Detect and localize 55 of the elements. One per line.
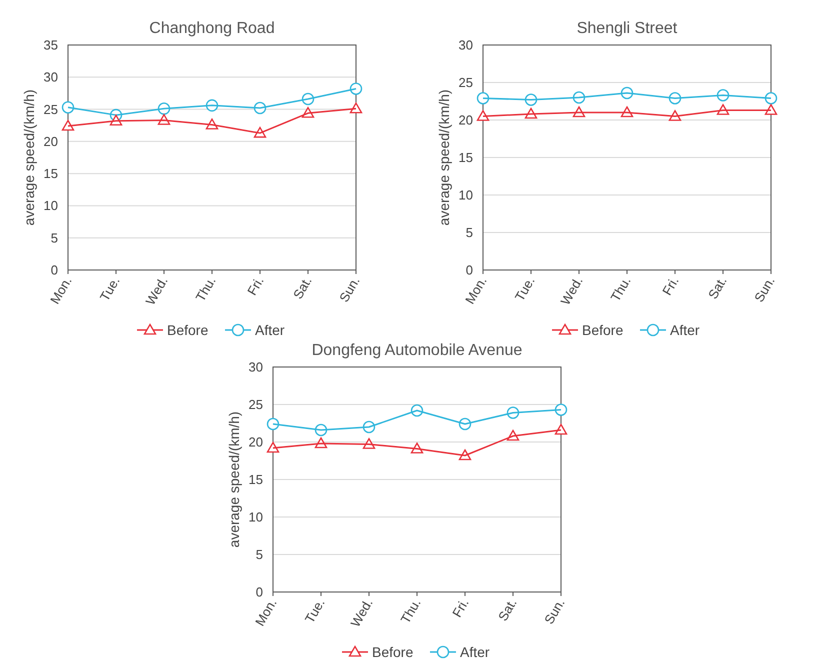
y-axis-title: average speed/(km/h) <box>21 89 37 226</box>
y-tick-label: 25 <box>44 102 58 117</box>
x-tick-label: Tue. <box>302 596 328 626</box>
y-tick-label: 0 <box>50 262 58 278</box>
chart-title: Changhong Road <box>149 20 275 37</box>
x-tick-label: Sun. <box>541 596 568 627</box>
x-tick-label: Tue. <box>96 274 123 304</box>
y-tick-label: 30 <box>248 360 263 374</box>
x-tick-label: Thu. <box>398 596 424 626</box>
y-tick-label: 20 <box>458 112 473 128</box>
point <box>554 424 568 435</box>
y-axis-title: average speed/(km/h) <box>226 411 242 548</box>
x-tick-label: Sun. <box>751 274 778 305</box>
y-tick-label: 5 <box>466 225 473 240</box>
y-tick-label: 20 <box>44 134 58 149</box>
y-tick-label: 15 <box>458 150 473 165</box>
legend-label: After <box>255 322 285 338</box>
legend-label: After <box>670 322 700 338</box>
y-tick-label: 25 <box>458 75 473 90</box>
legend-label: Before <box>372 644 414 660</box>
y-tick-label: 15 <box>44 166 58 182</box>
y-tick-label: 10 <box>44 198 58 214</box>
y-tick-label: 25 <box>248 397 263 412</box>
y-tick-label: 5 <box>50 230 58 246</box>
x-tick-label: Thu. <box>608 274 634 304</box>
x-tick-label: Sun. <box>336 274 363 305</box>
y-tick-label: 10 <box>248 510 263 524</box>
x-tick-label: Fri. <box>449 596 472 620</box>
x-tick-label: Tue. <box>512 274 538 304</box>
point <box>350 82 362 95</box>
y-tick-label: 5 <box>256 547 263 562</box>
x-tick-label: Thu. <box>192 274 219 304</box>
y-tick-label: 0 <box>466 262 473 278</box>
chart-title: Dongfeng Automobile Avenue <box>312 342 522 359</box>
x-tick-label: Fri. <box>659 274 682 298</box>
y-tick-label: 20 <box>248 434 263 450</box>
y-tick-label: 10 <box>458 188 473 202</box>
chart-title: Shengli Street <box>576 20 678 37</box>
point <box>554 404 568 416</box>
legend-label: Before <box>582 322 624 338</box>
legend-label: After <box>460 644 490 660</box>
y-axis-title: average speed/(km/h) <box>436 89 452 226</box>
x-tick-label: Sat. <box>705 274 730 302</box>
y-tick-label: 15 <box>248 472 263 487</box>
x-tick-label: Sat. <box>290 274 315 302</box>
point <box>350 102 362 114</box>
y-tick-label: 0 <box>256 584 263 600</box>
x-tick-label: Fri. <box>244 274 267 298</box>
y-tick-label: 35 <box>44 38 58 52</box>
y-tick-label: 30 <box>44 70 58 85</box>
legend-label: Before <box>167 322 208 338</box>
point <box>266 418 280 430</box>
y-tick-label: 30 <box>458 38 473 52</box>
x-tick-label: Sat. <box>495 596 520 624</box>
point <box>62 101 74 114</box>
